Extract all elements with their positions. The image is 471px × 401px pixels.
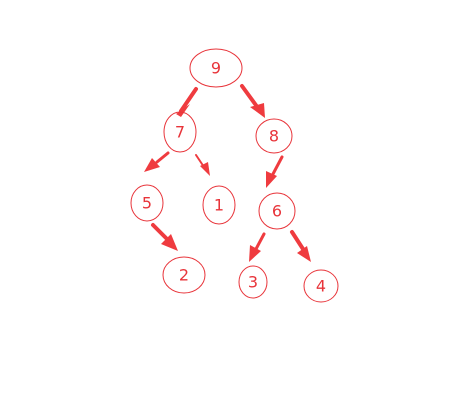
node-outline — [163, 111, 197, 153]
node-outline — [303, 269, 339, 303]
node-label-1: 1 — [214, 196, 224, 215]
edge-7-5-arrowhead — [144, 158, 160, 172]
node-label-5: 5 — [142, 194, 152, 213]
edge-8-6 — [271, 155, 284, 176]
edge-7-5 — [155, 151, 170, 164]
node-label-9: 9 — [211, 59, 221, 78]
edge-9-8 — [240, 84, 260, 110]
node-label-2: 2 — [179, 266, 189, 285]
edge-6-4 — [290, 230, 305, 251]
node-outline — [189, 48, 243, 88]
node-outline — [162, 256, 206, 294]
tree-node-2: 2 — [162, 256, 206, 294]
edge-9-7-arrowhead — [176, 104, 190, 117]
edge-9-8-arrowhead — [250, 103, 265, 118]
node-label-4: 4 — [316, 277, 326, 296]
edges — [144, 84, 311, 262]
tree-node-6: 6 — [258, 192, 296, 230]
node-outline — [255, 118, 293, 154]
node-label-6: 6 — [272, 202, 282, 221]
node-outline — [258, 192, 296, 230]
tree-node-3: 3 — [238, 265, 268, 299]
edge-8-6-arrowhead — [266, 171, 277, 188]
tree-node-4: 4 — [303, 269, 339, 303]
edge-7-1-arrowhead — [200, 162, 210, 176]
edge-6-4-arrowhead — [297, 246, 311, 262]
tree-node-5: 5 — [130, 184, 164, 222]
tree-node-9: 9 — [189, 48, 243, 88]
tree-node-7: 7 — [163, 111, 197, 153]
edge-9-7 — [179, 87, 198, 113]
node-label-7: 7 — [175, 123, 185, 142]
node-outline — [202, 185, 236, 225]
node-outline — [130, 184, 164, 222]
tree-node-8: 8 — [255, 118, 293, 154]
edge-6-3-arrowhead — [249, 245, 261, 262]
node-label-8: 8 — [269, 127, 279, 146]
edge-5-2 — [151, 223, 171, 243]
edge-5-2-arrowhead — [161, 234, 178, 251]
node-label-3: 3 — [248, 273, 258, 292]
tree-node-1: 1 — [202, 185, 236, 225]
edge-6-3 — [254, 232, 266, 251]
node-outline — [238, 265, 268, 299]
